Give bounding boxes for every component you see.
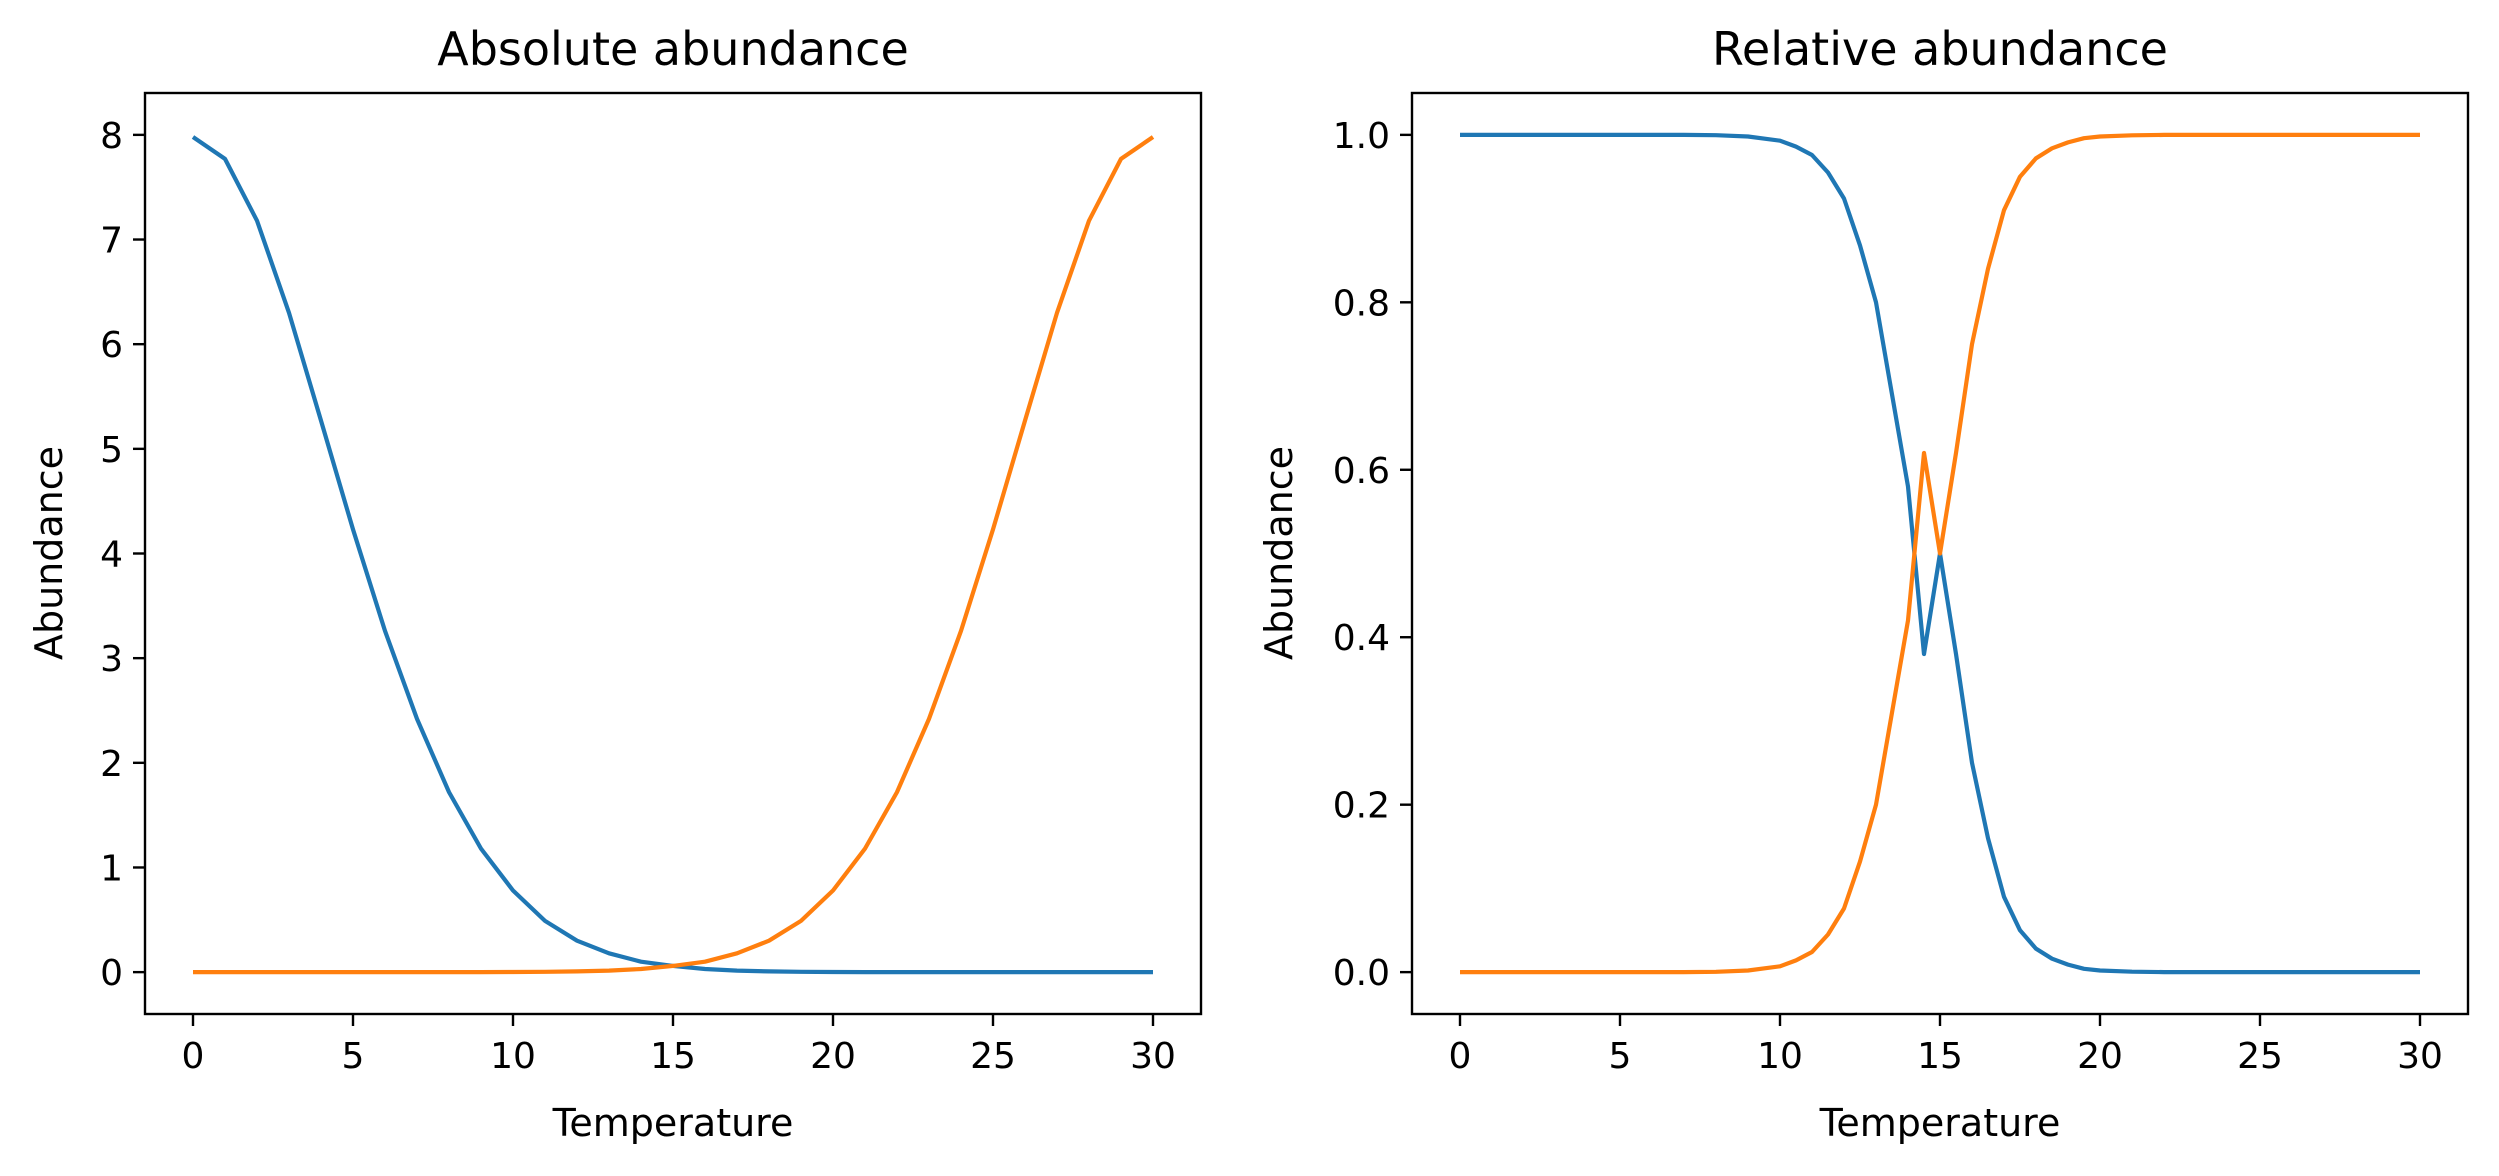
y-tick-label: 0.8 bbox=[1333, 283, 1390, 324]
series-layer bbox=[1460, 132, 2420, 975]
x-tick-label: 15 bbox=[650, 1036, 696, 1077]
series-layer bbox=[191, 135, 1155, 975]
y-tick-label: 7 bbox=[100, 221, 123, 262]
x-tick-label: 15 bbox=[1917, 1036, 1963, 1077]
series-line-2 bbox=[193, 135, 1155, 975]
y-axis-label: Abundance bbox=[27, 446, 71, 660]
x-tick-label: 20 bbox=[2077, 1036, 2123, 1077]
chart-title: Absolute abundance bbox=[437, 22, 909, 76]
chart-absolute-abundance: Absolute abundance 0 5 10 15 20 25 30 0 1 2 3 4 5 6 7… bbox=[27, 22, 1203, 1145]
chart-title: Relative abundance bbox=[1712, 22, 2168, 76]
y-axis-ticks: 0 1 2 3 4 5 6 7 8 bbox=[100, 116, 145, 994]
y-tick-label: 0.0 bbox=[1333, 953, 1390, 994]
y-axis-label: Abundance bbox=[1257, 446, 1301, 660]
y-tick-label: 1.0 bbox=[1333, 116, 1390, 157]
x-axis-ticks: 0 5 10 15 20 25 30 bbox=[1449, 1014, 2443, 1077]
x-tick-label: 30 bbox=[2397, 1036, 2443, 1077]
series-line-2 bbox=[1460, 132, 2420, 975]
x-tick-label: 20 bbox=[810, 1036, 856, 1077]
x-axis-label: Temperature bbox=[552, 1101, 794, 1145]
y-tick-label: 0.4 bbox=[1333, 618, 1390, 659]
y-axis-ticks: 0.0 0.2 0.4 0.6 0.8 1.0 bbox=[1333, 116, 1412, 994]
y-tick-label: 0.2 bbox=[1333, 786, 1390, 827]
x-axis-label: Temperature bbox=[1819, 1101, 2061, 1145]
x-axis-ticks: 0 5 10 15 20 25 30 bbox=[182, 1014, 1176, 1077]
x-tick-label: 25 bbox=[2237, 1036, 2283, 1077]
y-tick-label: 4 bbox=[100, 535, 123, 576]
x-tick-label: 5 bbox=[1609, 1036, 1632, 1077]
chart-relative-abundance: Relative abundance 0 5 10 15 20 25 30 0.00.20.… bbox=[1257, 22, 2470, 1145]
y-tick-label: 8 bbox=[100, 116, 123, 157]
y-tick-label: 3 bbox=[100, 639, 123, 680]
x-tick-label: 10 bbox=[490, 1036, 536, 1077]
y-tick-label: 1 bbox=[100, 848, 123, 889]
y-tick-label: 2 bbox=[100, 744, 123, 785]
x-tick-label: 30 bbox=[1130, 1036, 1176, 1077]
y-tick-label: 5 bbox=[100, 430, 123, 471]
y-tick-label: 0.6 bbox=[1333, 451, 1390, 492]
x-tick-label: 10 bbox=[1757, 1036, 1803, 1077]
y-tick-label: 6 bbox=[100, 325, 123, 366]
x-tick-label: 5 bbox=[342, 1036, 365, 1077]
x-tick-label: 25 bbox=[970, 1036, 1016, 1077]
x-tick-label: 0 bbox=[1449, 1036, 1472, 1077]
x-tick-label: 0 bbox=[182, 1036, 205, 1077]
y-tick-label: 0 bbox=[100, 953, 123, 994]
